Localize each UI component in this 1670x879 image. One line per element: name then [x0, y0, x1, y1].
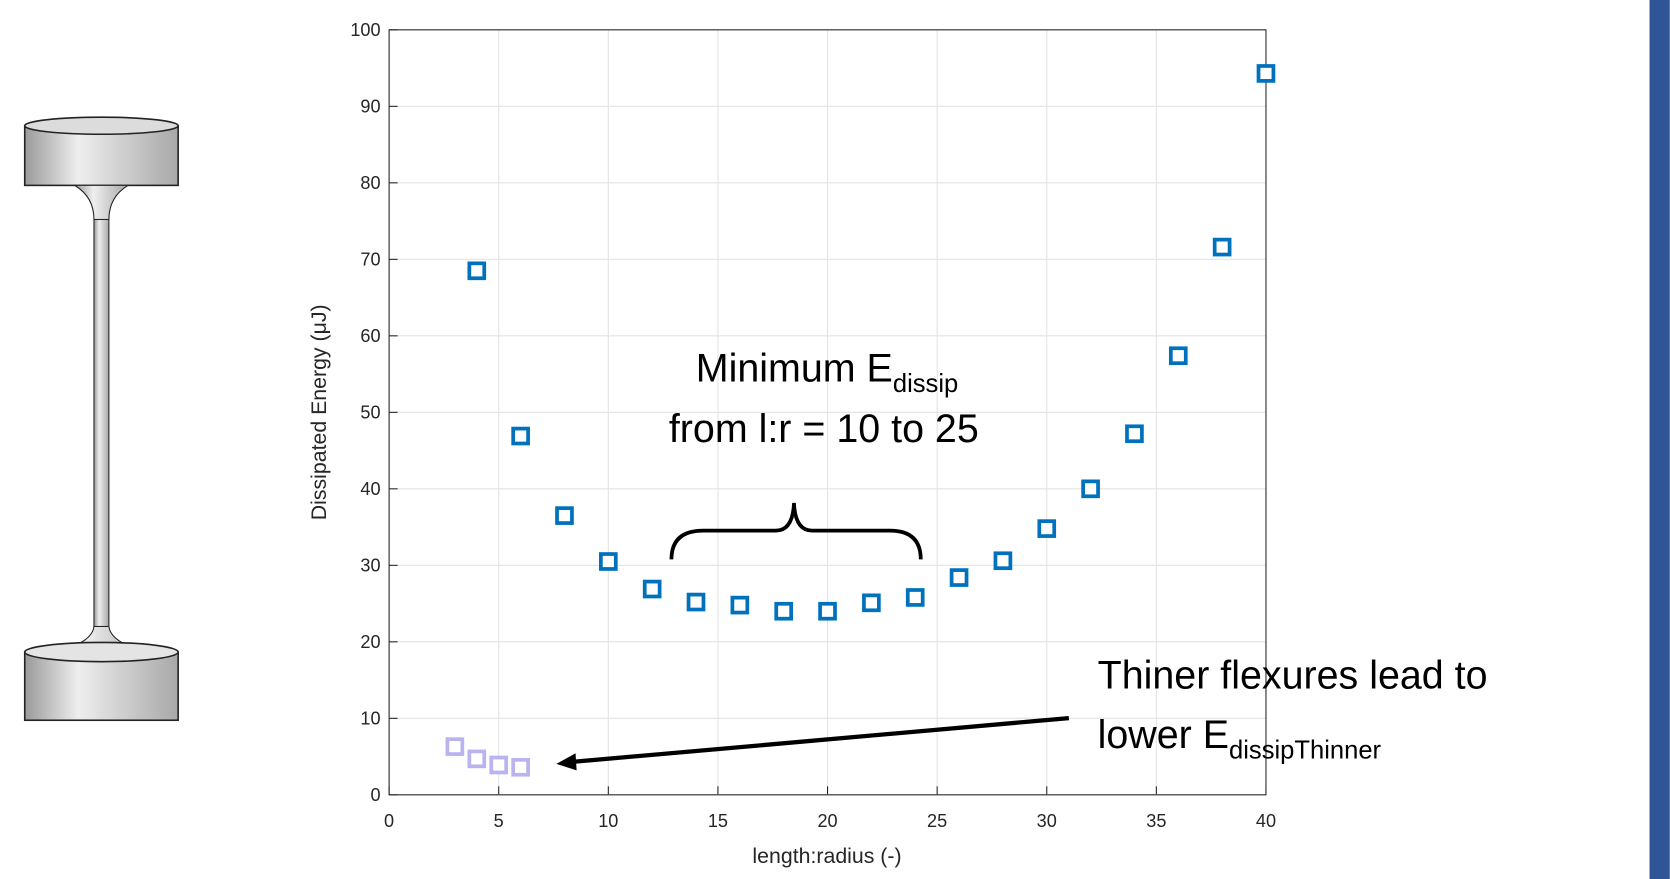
- y-tick-label: 0: [371, 785, 381, 805]
- arrow-line: [573, 718, 1068, 762]
- annotation-subscript: dissipThinner: [1229, 737, 1382, 765]
- marker: [1259, 66, 1274, 81]
- annotation: Minimum Edissip: [696, 346, 958, 398]
- marker: [1215, 240, 1230, 255]
- x-tick-label: 25: [927, 811, 947, 831]
- annotation: Thiner flexures lead to: [1098, 653, 1488, 697]
- marker: [447, 739, 462, 754]
- brace: [671, 503, 920, 559]
- marker: [557, 508, 572, 523]
- marker: [1039, 521, 1054, 536]
- annotation: from l:r = 10 to 25: [669, 407, 979, 451]
- annotation-text: Minimum E: [696, 346, 893, 390]
- marker: [1171, 348, 1186, 363]
- x-tick-label: 20: [817, 811, 837, 831]
- annotation-text: lower E: [1098, 713, 1229, 757]
- marker: [908, 590, 923, 605]
- y-tick-label: 70: [360, 250, 380, 270]
- marker: [776, 604, 791, 619]
- x-tick-label: 30: [1037, 811, 1057, 831]
- marker: [513, 429, 528, 444]
- marker: [689, 595, 704, 610]
- y-tick-label: 20: [360, 632, 380, 652]
- x-tick-label: 35: [1146, 811, 1166, 831]
- x-tick-label: 10: [598, 811, 618, 831]
- flexure-illustration: [25, 117, 178, 720]
- marker: [1083, 481, 1098, 496]
- side-bar: [1650, 0, 1670, 879]
- y-tick-label: 10: [360, 709, 380, 729]
- y-tick-label: 50: [360, 403, 380, 423]
- page: {"chart_data": {"type": "scatter", "x_la…: [0, 0, 1670, 879]
- marker: [820, 604, 835, 619]
- y-tick-label: 60: [360, 326, 380, 346]
- x-tick-label: 5: [494, 811, 504, 831]
- marker: [601, 554, 616, 569]
- y-tick-label: 90: [360, 97, 380, 117]
- chart: 0 5 10 15 20 25 30 35 40 0 10 20 30 40 50 60 70 80 90 100 l…: [0, 0, 1670, 879]
- arrow-head: [556, 753, 576, 770]
- annotation-subscript: dissip: [893, 370, 958, 398]
- marker: [1127, 426, 1142, 441]
- x-tick-label: 15: [708, 811, 728, 831]
- y-tick-label: 40: [360, 479, 380, 499]
- y-tick-label: 80: [360, 173, 380, 193]
- marker: [995, 553, 1010, 568]
- marker: [864, 595, 879, 610]
- marker: [645, 582, 660, 597]
- marker: [952, 570, 967, 585]
- x-tick-label: 0: [384, 811, 394, 831]
- marker: [469, 263, 484, 278]
- x-axis-label: length:radius (-): [752, 844, 901, 868]
- marker: [469, 751, 484, 766]
- marker: [513, 760, 528, 775]
- annotation: lower EdissipThinner: [1098, 713, 1382, 765]
- y-tick-label: 100: [350, 20, 380, 40]
- marker: [491, 758, 506, 773]
- marker: [732, 598, 747, 613]
- x-tick-label: 40: [1256, 811, 1276, 831]
- y-tick-label: 30: [360, 556, 380, 576]
- y-axis-label: Dissipated Energy (μJ): [307, 304, 331, 520]
